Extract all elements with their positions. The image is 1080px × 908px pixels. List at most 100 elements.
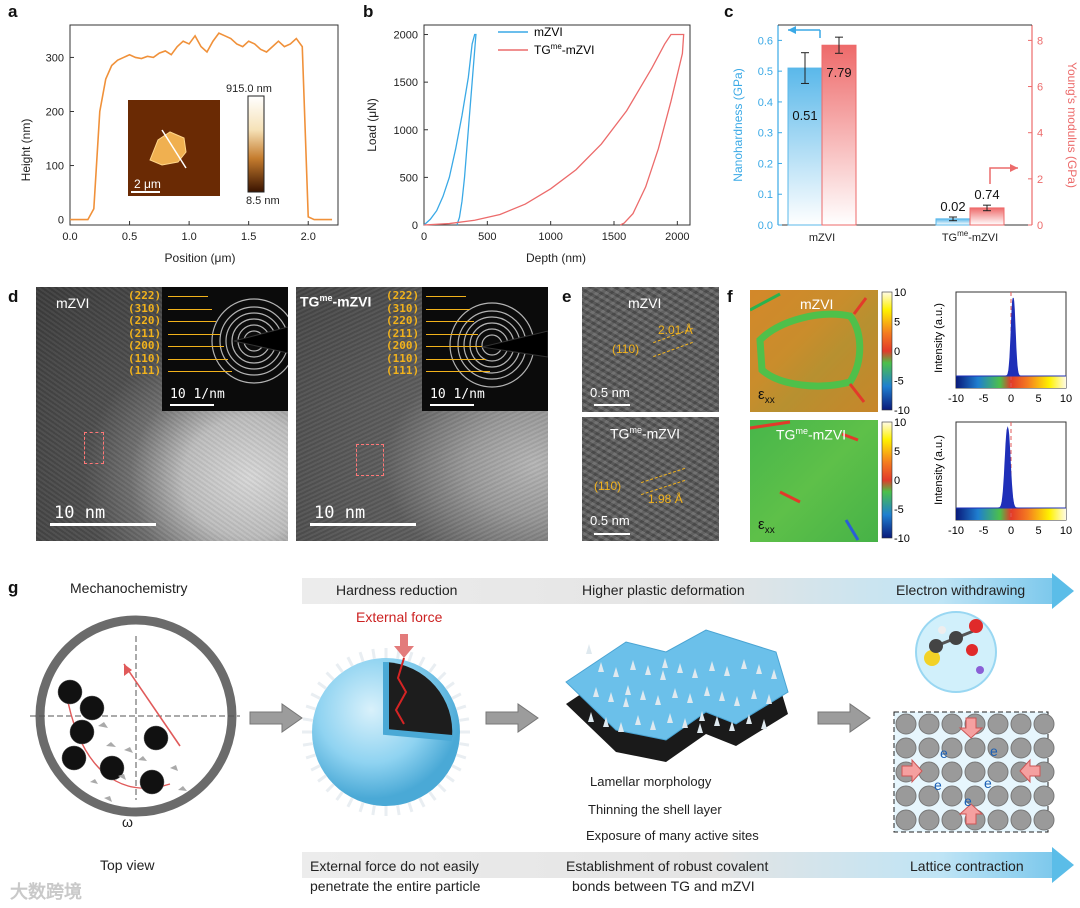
y-tick-label: 0 <box>412 220 418 232</box>
saed-tg-scale-text: 10 1/nm <box>430 387 485 402</box>
shell-spike <box>335 790 344 801</box>
omega-label: ω <box>122 814 133 830</box>
shell-spike <box>317 774 328 783</box>
lattice-atom <box>895 809 917 831</box>
shell-spike <box>458 717 470 722</box>
ring-label: (310) <box>386 301 420 315</box>
milling-ball <box>79 695 105 721</box>
band-plastic-deformation: Higher plastic deformation <box>582 582 745 598</box>
surface-spike <box>608 692 614 702</box>
electron-label: e <box>940 745 948 761</box>
ring-label: (111) <box>386 364 420 377</box>
mechanochemistry-title: Mechanochemistry <box>70 580 188 596</box>
colorbar-tick: 5 <box>894 446 900 458</box>
ring-leader-line <box>426 346 482 347</box>
surface-spike <box>640 690 646 700</box>
hrtem-mzvi-scale-text: 0.5 nm <box>590 385 630 400</box>
ring-label: (111) <box>128 364 162 377</box>
surface-spike <box>598 662 604 672</box>
process-band-top-arrow <box>1052 573 1074 609</box>
shell-spike <box>371 648 376 660</box>
hrtem-mzvi-spacing: 2.01 Å <box>658 323 693 337</box>
y-tick-label: 0.0 <box>758 220 773 232</box>
colorbar-top <box>881 291 893 411</box>
colorbar-tick: 10 <box>894 417 906 429</box>
surface-spike <box>635 715 641 725</box>
surface-spike <box>724 666 730 676</box>
milling-ball <box>69 719 95 745</box>
ring-label: (211) <box>128 326 162 340</box>
colorbar-tick: 5 <box>894 317 900 329</box>
x-tick-label: 500 <box>478 231 496 243</box>
surface-spike <box>741 659 747 669</box>
y-tick-label: 0.2 <box>758 158 773 170</box>
height-x-label: Position (μm) <box>165 251 236 265</box>
lamellar-top-layer <box>565 629 789 741</box>
surface-spike <box>645 665 651 675</box>
ring-label: (222) <box>386 289 420 302</box>
afm-scale-text: 2 μm <box>134 177 161 191</box>
ring-leader-line <box>168 358 228 360</box>
x-category-label: TGme-mZVI <box>942 229 998 244</box>
ring-label: (310) <box>128 301 162 315</box>
nanohardness-y-label: Nanohardness (GPa) <box>731 68 745 181</box>
tem-mzvi-label: mZVI <box>56 295 90 311</box>
lattice-atom <box>1010 785 1032 807</box>
y-tick-label: 0 <box>58 215 64 227</box>
note-active-sites: Exposure of many active sites <box>586 828 759 843</box>
lattice-atom <box>941 713 963 735</box>
lattice-atom <box>941 785 963 807</box>
afm-colorbar <box>247 95 265 193</box>
lattice-atom <box>918 785 940 807</box>
ring-leader-line <box>168 333 220 335</box>
electron-label: e <box>964 793 972 809</box>
x-tick-label: 2000 <box>665 231 689 243</box>
surface-spike <box>709 661 715 671</box>
surface-spike <box>734 696 740 706</box>
shell-spike <box>455 753 467 760</box>
process-band-bottom-arrow <box>1052 847 1074 883</box>
panel-letter-g: g <box>8 578 19 597</box>
lattice-atom <box>941 737 963 759</box>
load-x-label: Depth (nm) <box>526 251 586 265</box>
surface-spike <box>692 668 698 678</box>
milling-ball <box>143 725 169 751</box>
process-band-top <box>302 578 1054 604</box>
shell-spike <box>444 681 455 690</box>
ring-labels-mzvi: (222) (310) (220) (211) (200) (110) (111) <box>128 289 232 379</box>
lattice-atom <box>987 713 1009 735</box>
band-bottom-text-3: Establishment of robust covalent <box>566 858 769 874</box>
particle-diagram <box>302 634 470 816</box>
x-tick-label: 0 <box>421 231 427 243</box>
gray-arrow-1 <box>249 703 303 733</box>
shell-spike <box>428 790 437 801</box>
shell-spike <box>358 801 365 813</box>
lattice-contraction-diagram: e ee ee <box>893 611 1055 833</box>
y-tick-label: 0.4 <box>758 97 773 109</box>
height-y-label: Height (nm) <box>19 119 33 182</box>
left-axis-arrowhead <box>788 26 796 34</box>
beam-stopper-tg <box>481 330 548 358</box>
tem-roi-box <box>84 432 104 464</box>
electron-label: e <box>984 775 992 791</box>
y-tick-label: 300 <box>46 52 64 64</box>
shell-spike <box>305 704 317 711</box>
afm-scan-line <box>161 129 187 169</box>
x-tick-label: 2.0 <box>301 231 316 243</box>
ball-mill-diagram <box>30 615 240 817</box>
surface-spike <box>687 693 693 703</box>
y2-tick-label: 4 <box>1037 128 1043 140</box>
lattice-atom <box>987 737 1009 759</box>
hist-x-tick: 0 <box>1008 525 1014 537</box>
hrtem-tg-spacing: 1.98 Å <box>648 492 683 506</box>
legend-mzvi-text: mZVI <box>534 25 563 39</box>
hist-x-tick: 0 <box>1008 393 1014 405</box>
saed-scale-bar <box>170 404 214 406</box>
afm-cbar-min: 8.5 nm <box>246 195 280 207</box>
hrtem-mzvi-scale-bar <box>594 404 630 406</box>
surface-spike <box>771 669 777 679</box>
height-chart-axes: 0.0 0.5 1.0 1.5 2.0 0 100 200 300 <box>46 24 339 243</box>
shell-spike <box>302 717 314 722</box>
bar-value-label: 0.02 <box>940 199 965 214</box>
